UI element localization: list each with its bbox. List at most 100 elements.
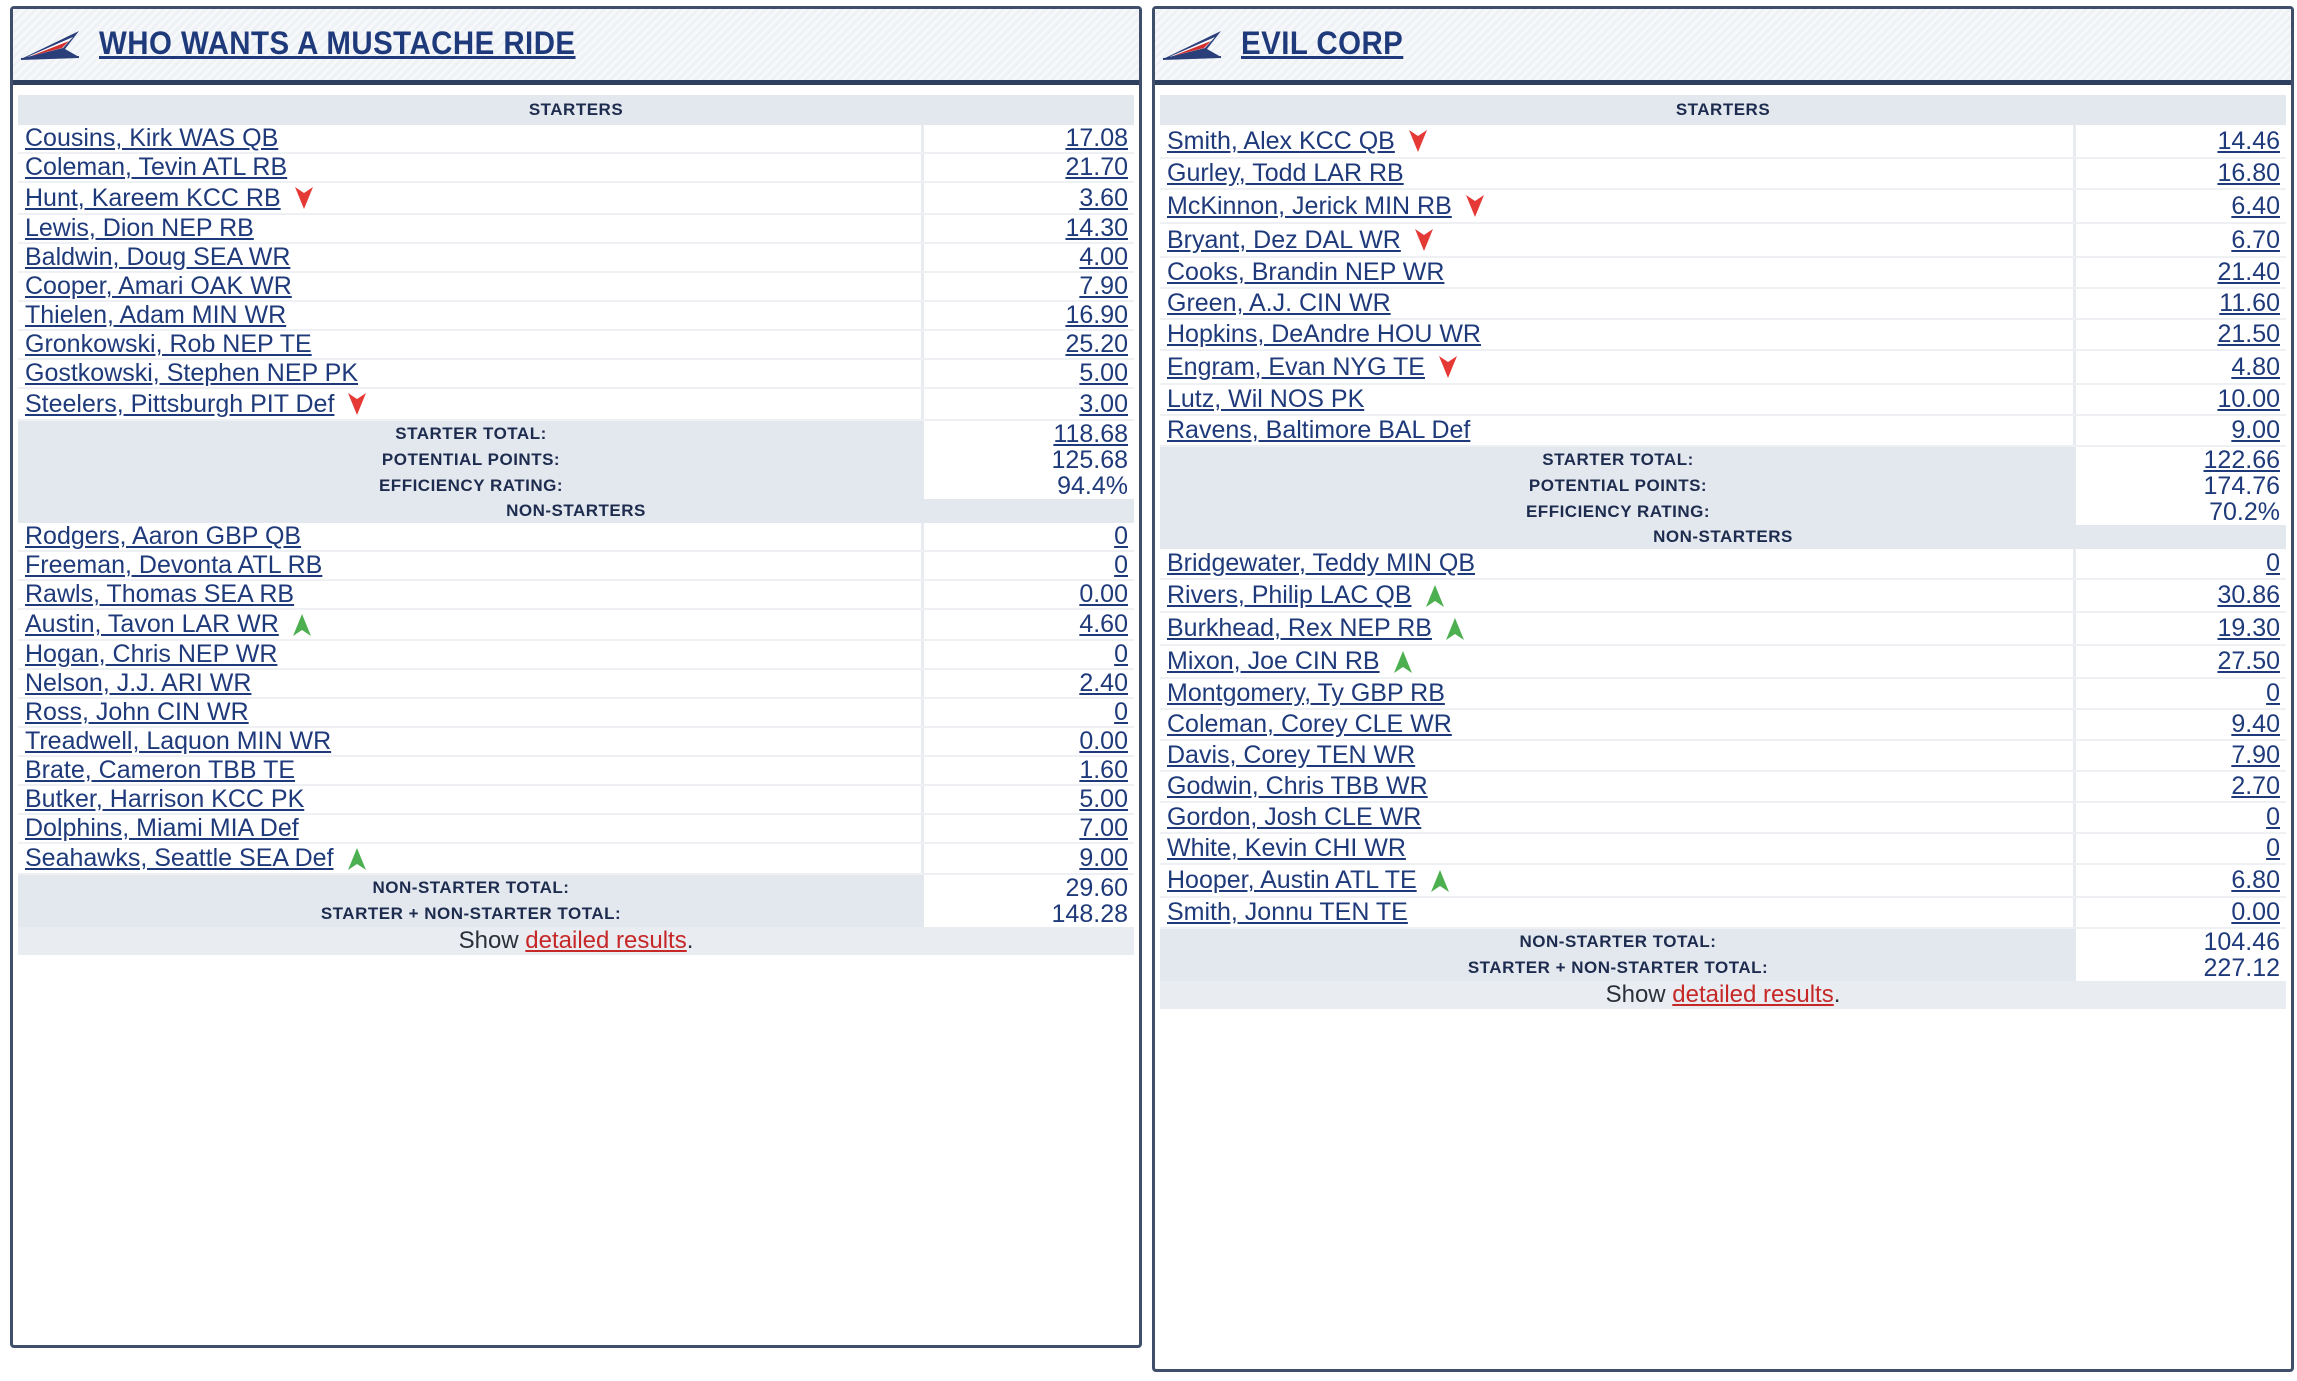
player-name-link[interactable]: Baldwin, Doug SEA WR <box>25 243 291 271</box>
player-points-link[interactable]: 6.80 <box>2231 866 2280 894</box>
player-points-link[interactable]: 4.60 <box>1079 610 1128 638</box>
player-points-link[interactable]: 9.00 <box>2231 416 2280 444</box>
player-points-link[interactable]: 21.40 <box>2217 258 2280 286</box>
player-name-link[interactable]: Davis, Corey TEN WR <box>1167 741 1416 769</box>
player-points-link[interactable]: 0.00 <box>1079 580 1128 608</box>
player-name-link[interactable]: Montgomery, Ty GBP RB <box>1167 679 1445 707</box>
player-points-link[interactable]: 16.90 <box>1065 301 1128 329</box>
team-name-link[interactable]: EVIL CORP <box>1241 25 1404 61</box>
player-name-link[interactable]: Burkhead, Rex NEP RB <box>1167 614 1432 642</box>
player-name-link[interactable]: Rodgers, Aaron GBP QB <box>25 522 302 550</box>
player-name-link[interactable]: White, Kevin CHI WR <box>1167 834 1406 862</box>
player-name-link[interactable]: Mixon, Joe CIN RB <box>1167 647 1380 675</box>
player-points-link[interactable]: 0 <box>2266 803 2280 831</box>
player-name-link[interactable]: Austin, Tavon LAR WR <box>25 610 279 638</box>
player-points-link[interactable]: 0.00 <box>1079 727 1128 755</box>
player-name-link[interactable]: Lutz, Wil NOS PK <box>1167 385 1365 413</box>
player-name-link[interactable]: Cooks, Brandin NEP WR <box>1167 258 1445 286</box>
player-points-link[interactable]: 16.80 <box>2217 159 2280 187</box>
player-name-link[interactable]: Gronkowski, Rob NEP TE <box>25 330 312 358</box>
player-name-link[interactable]: Green, A.J. CIN WR <box>1167 289 1391 317</box>
player-points-link[interactable]: 7.90 <box>2231 741 2280 769</box>
player-name-link[interactable]: Rawls, Thomas SEA RB <box>25 580 295 608</box>
player-points: 0 <box>2076 834 2286 863</box>
player-points-link[interactable]: 2.40 <box>1079 669 1128 697</box>
player-name-link[interactable]: Nelson, J.J. ARI WR <box>25 669 252 697</box>
player-points-link[interactable]: 21.70 <box>1065 153 1128 181</box>
player-points-link[interactable]: 14.46 <box>2217 126 2280 155</box>
player-points-link[interactable]: 7.90 <box>1079 272 1128 300</box>
player-points-link[interactable]: 0 <box>2266 834 2280 862</box>
player-name-link[interactable]: Smith, Jonnu TEN TE <box>1167 898 1408 926</box>
player-name-link[interactable]: Steelers, Pittsburgh PIT Def <box>25 389 335 418</box>
player-points-link[interactable]: 9.00 <box>1079 844 1128 872</box>
player-points-link[interactable]: 3.00 <box>1079 389 1128 418</box>
player-cell: Lewis, Dion NEP RB <box>18 214 924 242</box>
player-name-link[interactable]: Godwin, Chris TBB WR <box>1167 772 1428 800</box>
player-points-link[interactable]: 0 <box>1114 551 1128 579</box>
player-points-link[interactable]: 7.00 <box>1079 814 1128 842</box>
player-name-link[interactable]: Hunt, Kareem KCC RB <box>25 183 281 212</box>
player-points-link[interactable]: 6.70 <box>2231 225 2280 254</box>
player-name-link[interactable]: Hooper, Austin ATL TE <box>1167 866 1417 894</box>
player-name-link[interactable]: Rivers, Philip LAC QB <box>1167 581 1412 609</box>
player-points-link[interactable]: 3.60 <box>1079 183 1128 212</box>
player-name-link[interactable]: Engram, Evan NYG TE <box>1167 352 1425 381</box>
player-name-link[interactable]: Brate, Cameron TBB TE <box>25 756 296 784</box>
player-points-link[interactable]: 0 <box>1114 522 1128 550</box>
player-points-link[interactable]: 25.20 <box>1065 330 1128 358</box>
starter-total-row-link[interactable]: 118.68 <box>1053 419 1128 448</box>
player-points-link[interactable]: 17.08 <box>1065 124 1128 152</box>
player-name-link[interactable]: Gordon, Josh CLE WR <box>1167 803 1422 831</box>
starter-total-row-value[interactable]: 118.68 <box>924 420 1134 449</box>
potential-points-row-value: 125.68 <box>1051 445 1128 474</box>
player-points-link[interactable]: 5.00 <box>1079 359 1128 387</box>
player-name-link[interactable]: Butker, Harrison KCC PK <box>25 785 305 813</box>
player-name-link[interactable]: Smith, Alex KCC QB <box>1167 126 1395 155</box>
player-points-link[interactable]: 4.00 <box>1079 243 1128 271</box>
player-points-link[interactable]: 0 <box>2266 679 2280 707</box>
player-name-link[interactable]: Hogan, Chris NEP WR <box>25 640 278 668</box>
player-name-link[interactable]: Hopkins, DeAndre HOU WR <box>1167 320 1481 348</box>
player-points-link[interactable]: 21.50 <box>2217 320 2280 348</box>
player-points-link[interactable]: 9.40 <box>2231 710 2280 738</box>
player-points-link[interactable]: 0 <box>2266 549 2280 577</box>
player-name-link[interactable]: Gurley, Todd LAR RB <box>1167 159 1404 187</box>
player-name-link[interactable]: Seahawks, Seattle SEA Def <box>25 844 334 872</box>
player-name-link[interactable]: Gostkowski, Stephen NEP PK <box>25 359 359 387</box>
detailed-results-link[interactable]: detailed results <box>525 927 687 954</box>
player-points-link[interactable]: 1.60 <box>1079 756 1128 784</box>
player-points-link[interactable]: 6.40 <box>2231 191 2280 220</box>
player-name-link[interactable]: Cousins, Kirk WAS QB <box>25 124 279 152</box>
player-points-link[interactable]: 10.00 <box>2217 385 2280 413</box>
player-name-link[interactable]: Lewis, Dion NEP RB <box>25 214 254 242</box>
player-points-link[interactable]: 5.00 <box>1079 785 1128 813</box>
player-name-link[interactable]: Bryant, Dez DAL WR <box>1167 225 1401 254</box>
player-points-link[interactable]: 27.50 <box>2217 647 2280 675</box>
starter-total-row-value[interactable]: 122.66 <box>2076 446 2286 475</box>
player-points-link[interactable]: 0 <box>1114 698 1128 726</box>
player-name-link[interactable]: Freeman, Devonta ATL RB <box>25 551 323 579</box>
player-points-link[interactable]: 4.80 <box>2231 352 2280 381</box>
detailed-results-link[interactable]: detailed results <box>1672 981 1834 1008</box>
player-name-link[interactable]: Cooper, Amari OAK WR <box>25 272 292 300</box>
player-points-link[interactable]: 0.00 <box>2231 898 2280 926</box>
player-name-link[interactable]: McKinnon, Jerick MIN RB <box>1167 191 1452 220</box>
player-cell: Dolphins, Miami MIA Def <box>18 814 924 842</box>
player-points-link[interactable]: 11.60 <box>2219 289 2280 317</box>
player-name-link[interactable]: Treadwell, Laquon MIN WR <box>25 727 332 755</box>
starter-total-row-link[interactable]: 122.66 <box>2203 445 2280 474</box>
player-points-link[interactable]: 2.70 <box>2231 772 2280 800</box>
player-points-link[interactable]: 0 <box>1114 640 1128 668</box>
player-points-link[interactable]: 14.30 <box>1065 214 1128 242</box>
player-name-link[interactable]: Ravens, Baltimore BAL Def <box>1167 416 1471 444</box>
player-name-link[interactable]: Dolphins, Miami MIA Def <box>25 814 299 842</box>
player-name-link[interactable]: Ross, John CIN WR <box>25 698 249 726</box>
player-points-link[interactable]: 30.86 <box>2217 581 2280 609</box>
player-name-link[interactable]: Coleman, Corey CLE WR <box>1167 710 1452 738</box>
player-name-link[interactable]: Thielen, Adam MIN WR <box>25 301 287 329</box>
player-name-link[interactable]: Coleman, Tevin ATL RB <box>25 153 288 181</box>
player-name-link[interactable]: Bridgewater, Teddy MIN QB <box>1167 549 1476 577</box>
player-points-link[interactable]: 19.30 <box>2217 614 2280 642</box>
team-name-link[interactable]: WHO WANTS A MUSTACHE RIDE <box>99 25 576 61</box>
